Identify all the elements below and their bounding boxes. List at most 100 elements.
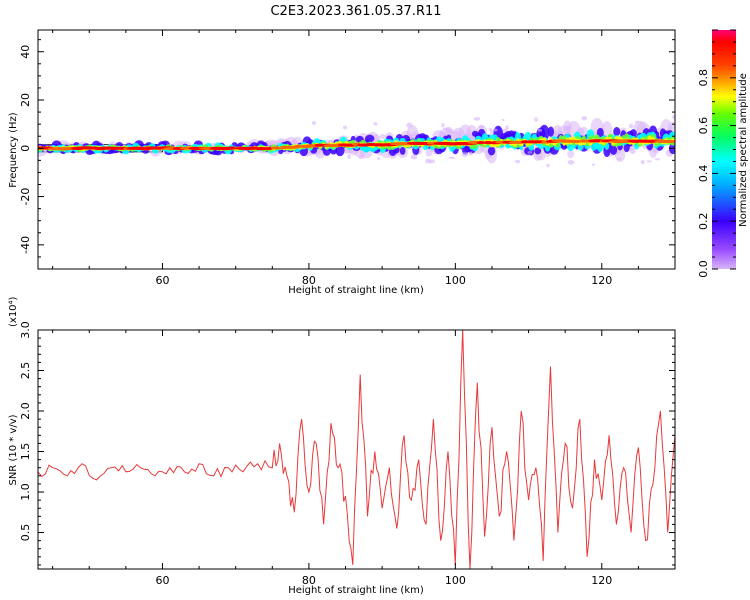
- heat-speck: [534, 117, 538, 122]
- heat-blob: [609, 145, 618, 155]
- heat-speck: [410, 154, 418, 160]
- heat-speck: [461, 152, 469, 157]
- heat-speck: [634, 120, 639, 123]
- snr-scale-label: (x10⁴): [8, 296, 19, 327]
- heat-speck: [448, 128, 454, 133]
- heat-speck: [441, 122, 445, 128]
- heat-speck: [617, 157, 622, 160]
- heatmap-marks: [38, 115, 675, 168]
- y-tick-label: 0: [19, 145, 32, 152]
- heat-speck: [654, 158, 661, 161]
- heat-speck: [377, 157, 381, 160]
- heat-core: [264, 146, 273, 151]
- x-tick-label: 60: [155, 574, 169, 587]
- heat-speck: [671, 115, 675, 120]
- heatmap-frame: [37, 29, 676, 270]
- heat-blob: [567, 149, 575, 159]
- heat-speck: [469, 151, 473, 156]
- y-tick-label: 20: [19, 93, 32, 107]
- x-tick-label: 100: [445, 574, 466, 587]
- heat-speck: [406, 122, 413, 128]
- heat-speck: [546, 163, 550, 168]
- heat-blob: [534, 147, 542, 155]
- heatmap-xlabel: Height of straight line (km): [288, 285, 424, 296]
- y-tick-label: -40: [19, 236, 32, 254]
- heat-speck: [514, 159, 521, 164]
- heat-speck: [442, 127, 450, 131]
- x-tick-label: 80: [302, 574, 316, 587]
- heat-speck: [448, 156, 456, 159]
- y-tick-label: 40: [19, 45, 32, 59]
- snr-ylabel: SNR (10 * v/v): [8, 414, 19, 485]
- heat-speck: [428, 159, 435, 164]
- snr-panel: 60 80 100 120 0.5 1.0 1.5 2.0 2.5 3.0 Height of s…: [8, 296, 676, 596]
- heatmap-ticks: 60 80 100 120 -40 -20 0 20 40: [19, 30, 676, 287]
- x-tick-label: 100: [445, 274, 466, 287]
- cb-tick-label: 0.8: [697, 69, 710, 87]
- heat-blob: [613, 127, 621, 137]
- heat-core: [226, 146, 238, 150]
- cb-tick-label: 0.0: [697, 260, 710, 278]
- heat-speck: [347, 154, 351, 159]
- x-tick-label: 120: [591, 574, 612, 587]
- heat-speck: [581, 116, 588, 121]
- colorbar: 0.0 0.2 0.4 0.6 0.8 Normalized spectral ampl…: [697, 29, 749, 278]
- heat-speck: [537, 128, 543, 132]
- heat-speck: [629, 149, 636, 154]
- colorbar-label: Normalized spectral amplitude: [738, 73, 749, 227]
- heat-blob: [379, 133, 387, 140]
- heat-speck: [373, 122, 378, 126]
- heat-speck: [358, 155, 365, 160]
- heat-speck: [628, 123, 634, 129]
- heat-blob: [547, 126, 555, 137]
- y-tick-label: 1.5: [19, 443, 32, 461]
- y-tick-label: 0.5: [19, 524, 32, 542]
- heat-speck: [564, 125, 571, 131]
- heat-core: [467, 140, 480, 145]
- colorbar-ticks: 0.0 0.2 0.4 0.6 0.8: [697, 29, 736, 278]
- heat-speck: [478, 125, 485, 129]
- heat-speck: [567, 160, 575, 165]
- x-tick-label: 80: [302, 274, 316, 287]
- x-tick-label: 60: [155, 274, 169, 287]
- heat-blob: [399, 138, 406, 143]
- y-tick-label: 2.5: [19, 362, 32, 380]
- heat-blob: [399, 146, 406, 155]
- cb-tick-label: 0.4: [697, 165, 710, 183]
- snr-frame: [37, 329, 676, 570]
- y-tick-label: -20: [19, 188, 32, 206]
- cb-tick-label: 0.2: [697, 212, 710, 230]
- heat-core: [666, 139, 675, 144]
- heat-speck: [488, 127, 493, 132]
- heat-blob: [364, 134, 375, 143]
- y-tick-label: 3.0: [19, 321, 32, 339]
- heat-speck: [311, 120, 317, 126]
- colorbar-gradient: [712, 30, 736, 269]
- heat-speck: [646, 160, 652, 163]
- snr-xlabel: Height of straight line (km): [288, 585, 424, 596]
- heat-speck: [546, 154, 551, 157]
- heat-speck: [492, 128, 498, 132]
- heatmap-ylabel: Frequency (Hz): [8, 112, 19, 188]
- x-tick-label: 120: [591, 274, 612, 287]
- y-tick-label: 1.0: [19, 483, 32, 501]
- heat-speck: [527, 150, 533, 154]
- heat-speck: [501, 118, 505, 122]
- snr-line: [38, 330, 675, 569]
- cb-tick-label: 0.6: [697, 117, 710, 135]
- heat-speck: [505, 125, 509, 130]
- heat-blob: [487, 146, 496, 156]
- heat-blob: [614, 145, 626, 163]
- heat-core: [271, 146, 281, 150]
- heat-core: [570, 139, 582, 144]
- y-tick-label: 2.0: [19, 402, 32, 420]
- heat-core: [476, 140, 486, 145]
- heat-speck: [473, 117, 481, 121]
- snr-ticks: 60 80 100 120 0.5 1.0 1.5 2.0 2.5 3.0: [19, 321, 676, 587]
- heat-speck: [591, 163, 595, 166]
- heat-speck: [343, 125, 347, 130]
- heatmap-panel: 60 80 100 120 -40 -20 0 20 40 Height of straight…: [8, 29, 676, 296]
- heat-speck: [640, 160, 645, 165]
- figure-title: C2E3.2023.361.05.37.R11: [270, 4, 441, 19]
